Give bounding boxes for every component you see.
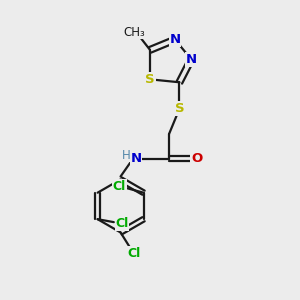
Text: Cl: Cl (112, 180, 126, 193)
Text: O: O (191, 152, 202, 165)
Text: Cl: Cl (127, 247, 140, 260)
Text: Cl: Cl (115, 217, 128, 230)
Text: N: N (186, 53, 197, 66)
Text: H: H (122, 148, 131, 161)
Text: S: S (175, 102, 184, 115)
Text: N: N (169, 33, 181, 46)
Text: S: S (145, 73, 155, 86)
Text: CH₃: CH₃ (123, 26, 145, 39)
Text: N: N (130, 152, 141, 165)
